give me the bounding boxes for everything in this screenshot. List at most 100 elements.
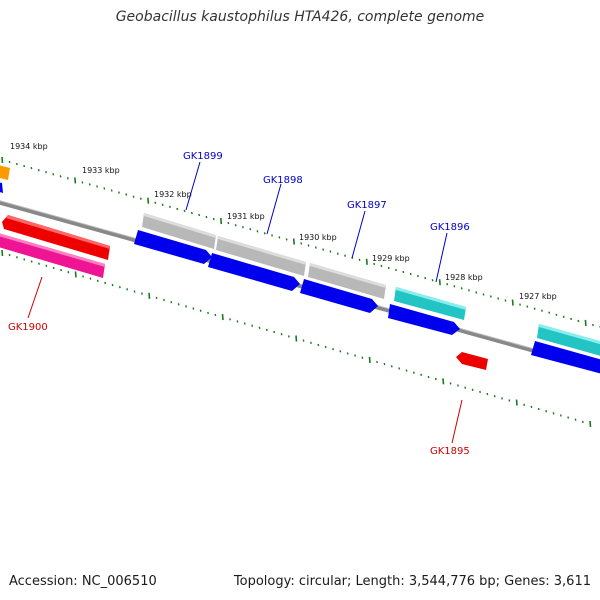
- feature-gk1896-cyan[interactable]: [394, 287, 466, 320]
- gene-label-gk1896[interactable]: GK1896: [430, 222, 470, 233]
- minor-tick: [548, 311, 551, 314]
- minor-tick: [453, 285, 456, 288]
- minor-tick: [402, 270, 405, 274]
- major-tick: [148, 292, 151, 299]
- minor-tick: [567, 416, 570, 419]
- major-tick: [74, 271, 77, 278]
- minor-tick: [263, 232, 266, 235]
- major-tick: [74, 177, 77, 184]
- feature-gk1897-cds[interactable]: [300, 279, 378, 313]
- minor-tick: [346, 352, 349, 355]
- minor-tick: [37, 169, 40, 172]
- minor-tick: [530, 405, 533, 409]
- minor-tick: [185, 305, 187, 308]
- minor-tick: [592, 323, 594, 327]
- feature-cyan-right[interactable]: [537, 324, 600, 358]
- minor-tick: [183, 209, 186, 213]
- minor-tick: [562, 315, 565, 318]
- gene-label-gk1898[interactable]: GK1898: [263, 175, 303, 186]
- major-tick: [365, 258, 368, 265]
- feature-gk1895-red[interactable]: [456, 352, 488, 370]
- minor-tick: [242, 226, 244, 229]
- minor-tick: [336, 252, 339, 255]
- feature-gk1900-magenta[interactable]: [0, 232, 105, 278]
- minor-tick: [570, 317, 572, 321]
- minor-tick: [214, 313, 217, 317]
- feature-gk1898-gray[interactable]: [216, 236, 306, 276]
- feature-blue-small[interactable]: [0, 182, 3, 193]
- feature-gk1900-red[interactable]: [2, 215, 110, 260]
- minor-tick: [361, 356, 364, 359]
- feature-cds-right[interactable]: [531, 341, 600, 376]
- gene-label-gk1895[interactable]: GK1895: [430, 446, 470, 457]
- minor-tick: [139, 197, 142, 200]
- feature-gk1896-cds[interactable]: [388, 304, 460, 335]
- gene-label-gk1900[interactable]: GK1900: [8, 322, 48, 333]
- leader-gk1899: [185, 161, 201, 211]
- minor-tick: [45, 264, 48, 267]
- major-tick: [147, 197, 150, 204]
- scale-track-inner: [1, 249, 592, 428]
- minor-tick: [96, 185, 98, 188]
- major-tick: [515, 399, 518, 406]
- minor-tick: [154, 201, 157, 204]
- minor-tick: [45, 171, 47, 174]
- minor-tick: [581, 420, 584, 424]
- gene-label-gk1897[interactable]: GK1897: [347, 200, 387, 211]
- minor-tick: [387, 266, 390, 270]
- minor-tick: [161, 203, 164, 206]
- minor-tick: [431, 279, 434, 282]
- minor-tick: [15, 162, 18, 166]
- minor-tick: [559, 414, 562, 417]
- major-tick: [292, 238, 295, 245]
- major-tick: [1, 156, 4, 164]
- minor-tick: [307, 244, 310, 247]
- major-tick: [1, 249, 4, 257]
- leader-gk1896: [435, 232, 448, 283]
- minor-tick: [16, 256, 18, 259]
- major-tick: [584, 319, 587, 326]
- minor-tick: [273, 330, 276, 334]
- minor-tick: [464, 386, 467, 389]
- minor-tick: [192, 307, 195, 310]
- minor-tick: [344, 254, 346, 257]
- minor-tick: [30, 260, 33, 263]
- minor-tick: [493, 395, 496, 398]
- scale-label: 1927 kbp: [519, 292, 557, 301]
- minor-tick: [471, 388, 474, 391]
- map-title: Geobacillus kaustophilus HTA426, complet…: [115, 9, 485, 25]
- feature-gk1899-cds[interactable]: [134, 230, 212, 264]
- feature-gk1898-cds[interactable]: [208, 253, 300, 291]
- topology-text: Topology: circular; Length: 3,544,776 bp…: [233, 574, 591, 589]
- minor-tick: [30, 166, 33, 170]
- minor-tick: [177, 303, 180, 306]
- minor-tick: [300, 242, 303, 245]
- minor-tick: [126, 288, 129, 291]
- minor-tick: [229, 318, 231, 321]
- minor-tick: [258, 326, 261, 329]
- feature-gk1899-gray[interactable]: [142, 213, 216, 249]
- feature-orange[interactable]: [0, 165, 10, 180]
- minor-tick: [125, 193, 128, 196]
- minor-tick: [60, 268, 62, 272]
- minor-tick: [552, 412, 555, 415]
- minor-tick: [390, 365, 393, 368]
- minor-tick: [537, 407, 540, 411]
- feature-gk1897-gray[interactable]: [308, 263, 386, 299]
- minor-tick: [322, 248, 325, 251]
- minor-tick: [420, 373, 423, 376]
- minor-tick: [81, 181, 84, 184]
- minor-tick: [212, 217, 215, 221]
- minor-tick: [155, 296, 158, 300]
- scale-label: 1934 kbp: [10, 142, 48, 151]
- minor-tick: [8, 253, 11, 257]
- minor-tick: [409, 272, 412, 276]
- scale-label: 1928 kbp: [445, 273, 483, 282]
- minor-tick: [332, 348, 334, 351]
- major-tick: [368, 356, 371, 363]
- gene-label-gk1899[interactable]: GK1899: [183, 151, 223, 162]
- minor-tick: [110, 189, 113, 192]
- minor-tick: [324, 345, 327, 349]
- minor-tick: [533, 307, 536, 310]
